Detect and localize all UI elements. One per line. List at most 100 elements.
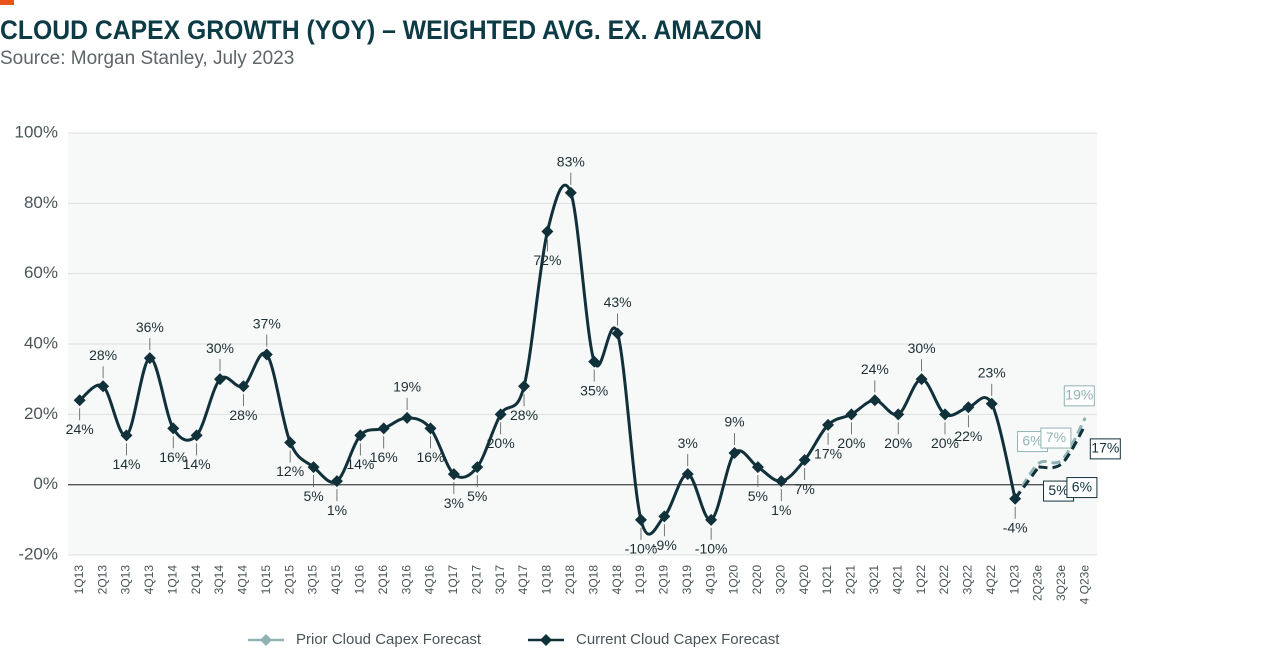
marker (564, 186, 577, 199)
data-label: 20% (837, 435, 865, 451)
data-label: 36% (136, 319, 164, 335)
x-tick-label: 3Q13 (119, 565, 133, 595)
marker (190, 429, 203, 442)
data-label: 3% (678, 435, 698, 451)
x-tick-label: 1Q20 (727, 565, 741, 595)
x-tick-label: 1Q22 (914, 565, 928, 595)
marker (120, 429, 133, 442)
marker (307, 461, 320, 474)
marker (330, 475, 343, 488)
marker (447, 468, 460, 481)
marker (798, 454, 811, 467)
data-label: 9% (724, 414, 744, 430)
label-box (1063, 385, 1095, 407)
legend-label: Current Cloud Capex Forecast (576, 631, 780, 648)
x-tick-label: 2Q18 (563, 565, 577, 595)
marker (354, 429, 367, 442)
data-label: 83% (557, 153, 585, 169)
data-label: 24% (861, 361, 889, 377)
marker (751, 461, 764, 474)
data-label: -10% (695, 541, 728, 557)
y-tick-label: 100% (15, 122, 58, 141)
x-tick-label: 3Q23e (1054, 565, 1068, 601)
data-label: 14% (112, 456, 140, 472)
data-label: -4% (1003, 519, 1028, 535)
x-tick-label: 1Q23 (1007, 565, 1021, 595)
series-line (1013, 417, 1087, 500)
data-label: 24% (66, 421, 94, 437)
chart-title: CLOUD CAPEX GROWTH (YOY) – WEIGHTED AVG.… (0, 15, 762, 45)
y-tick-label: 80% (24, 193, 58, 212)
marker (377, 422, 390, 435)
y-tick-label: 60% (24, 263, 58, 282)
marker (494, 408, 507, 421)
x-tick-label: 4 Q23e (1077, 565, 1091, 605)
data-label: 5% (748, 488, 768, 504)
x-tick-label: 1Q19 (633, 565, 647, 595)
data-label: 43% (604, 294, 632, 310)
label-box (1089, 438, 1121, 460)
marker (284, 436, 297, 449)
label-box (1040, 427, 1072, 449)
marker (681, 468, 694, 481)
marker (728, 447, 741, 460)
marker (1009, 492, 1022, 505)
y-tick-label: -20% (18, 544, 58, 563)
x-tick-label: 1Q17 (446, 565, 460, 595)
x-tick-label: 1Q14 (165, 565, 179, 595)
x-tick-label: 3Q21 (867, 565, 881, 595)
x-tick-label: 3Q22 (961, 565, 975, 595)
marker (518, 380, 531, 393)
marker (822, 418, 835, 431)
data-label: 5% (303, 488, 323, 504)
series-line (1038, 424, 1087, 470)
data-label: 14% (346, 456, 374, 472)
marker (588, 355, 601, 368)
data-label: 17% (1091, 440, 1119, 456)
data-label: 17% (814, 446, 842, 462)
x-tick-label: 2Q22 (937, 565, 951, 595)
data-label: 19% (1065, 387, 1093, 403)
marker (214, 373, 227, 386)
data-label: 16% (370, 449, 398, 465)
data-label: 20% (884, 435, 912, 451)
x-tick-label: 3Q19 (680, 565, 694, 595)
data-label: 37% (253, 315, 281, 331)
data-label: 20% (487, 435, 515, 451)
data-label: 6% (1022, 432, 1042, 448)
x-tick-label: 2Q15 (282, 565, 296, 595)
data-label: -10% (625, 541, 658, 557)
marker (401, 411, 414, 424)
y-tick-label: 0% (33, 474, 58, 493)
x-tick-label: 2Q16 (376, 565, 390, 595)
marker (424, 422, 437, 435)
x-tick-label: 4Q18 (610, 565, 624, 595)
data-label: 7% (795, 481, 815, 497)
data-label: 20% (931, 435, 959, 451)
data-label: 7% (1046, 429, 1066, 445)
x-tick-label: 1Q16 (353, 565, 367, 595)
legend-label: Prior Cloud Capex Forecast (296, 631, 482, 648)
marker (915, 373, 928, 386)
marker (260, 348, 273, 361)
legend-marker (540, 634, 552, 646)
marker (634, 513, 647, 526)
marker (775, 475, 788, 488)
data-label: 16% (159, 449, 187, 465)
data-label: 1% (327, 502, 347, 518)
label-box (1066, 477, 1098, 499)
data-label: 28% (89, 347, 117, 363)
x-tick-label: 2Q14 (189, 565, 203, 595)
x-tick-label: 3Q17 (493, 565, 507, 595)
x-tick-label: 2Q21 (844, 565, 858, 595)
accent (0, 0, 14, 5)
marker (868, 394, 881, 407)
legend-marker (260, 634, 272, 646)
data-label: 5% (1048, 482, 1068, 498)
marker (73, 394, 86, 407)
data-label: 3% (444, 495, 464, 511)
data-label: 72% (533, 252, 561, 268)
data-label: 28% (229, 407, 257, 423)
marker (143, 352, 156, 365)
x-tick-label: 1Q15 (259, 565, 273, 595)
